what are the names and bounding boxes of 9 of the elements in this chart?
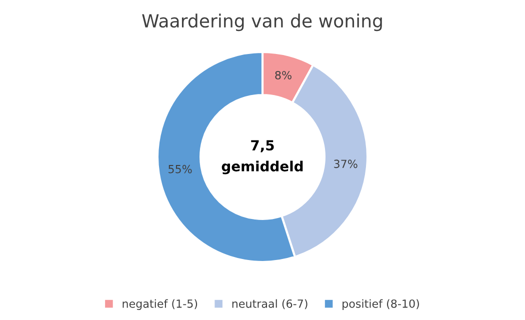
data-label: 37% [334, 160, 358, 168]
legend-label: negatief (1-5) [122, 299, 198, 310]
legend-label: neutraal (6-7) [232, 299, 308, 310]
legend-label: positief (8-10) [342, 299, 419, 310]
text: 7,5 [251, 140, 274, 152]
text: gemiddeld [222, 160, 303, 174]
data-label: 8% [275, 70, 292, 80]
chart-title: Waardering van de woning [142, 14, 382, 32]
data-label: 55% [168, 164, 192, 174]
